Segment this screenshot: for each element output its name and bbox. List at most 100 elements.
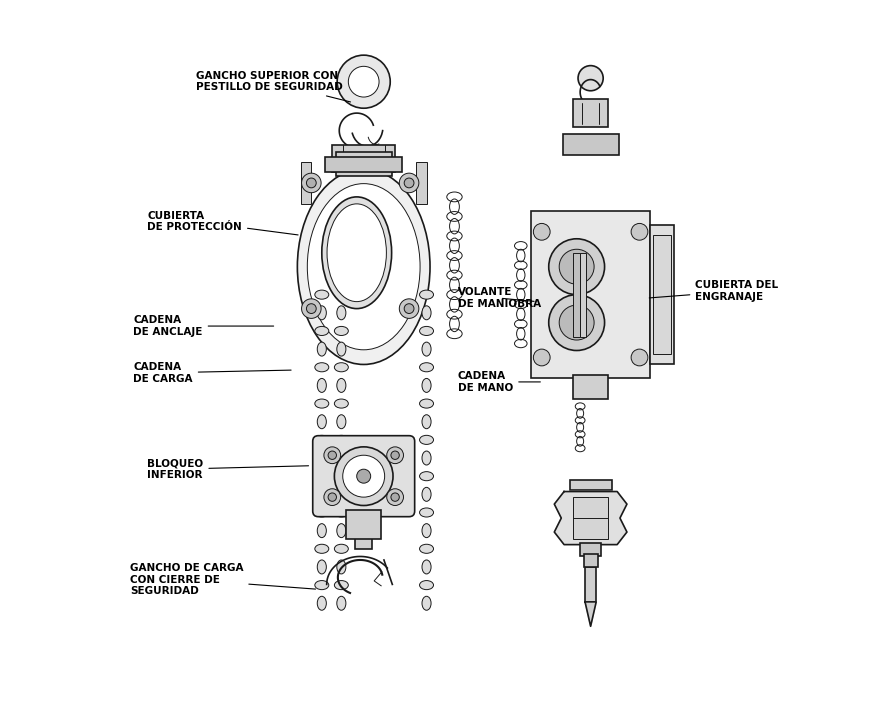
- FancyBboxPatch shape: [346, 510, 381, 539]
- Ellipse shape: [315, 362, 329, 372]
- Circle shape: [375, 155, 389, 169]
- Circle shape: [337, 55, 390, 108]
- Ellipse shape: [315, 544, 329, 553]
- Circle shape: [391, 493, 399, 501]
- Ellipse shape: [419, 508, 433, 517]
- Circle shape: [533, 349, 550, 366]
- FancyBboxPatch shape: [583, 554, 597, 567]
- Ellipse shape: [327, 204, 387, 301]
- Circle shape: [549, 294, 604, 350]
- Ellipse shape: [317, 342, 326, 356]
- Ellipse shape: [422, 560, 431, 574]
- Ellipse shape: [337, 379, 346, 393]
- Circle shape: [578, 66, 603, 90]
- Ellipse shape: [419, 362, 433, 372]
- Ellipse shape: [422, 524, 431, 538]
- Circle shape: [559, 250, 594, 284]
- FancyBboxPatch shape: [650, 225, 674, 365]
- Ellipse shape: [315, 435, 329, 444]
- Text: CUBIERTA
DE PROTECCIÓN: CUBIERTA DE PROTECCIÓN: [147, 210, 298, 235]
- Ellipse shape: [317, 560, 326, 574]
- Ellipse shape: [315, 472, 329, 481]
- FancyBboxPatch shape: [563, 134, 618, 155]
- Text: GANCHO SUPERIOR CON
PESTILLO DE SEGURIDAD: GANCHO SUPERIOR CON PESTILLO DE SEGURIDA…: [196, 71, 351, 102]
- FancyBboxPatch shape: [570, 479, 611, 490]
- Ellipse shape: [337, 451, 346, 465]
- Text: BLOQUEO
INFERIOR: BLOQUEO INFERIOR: [147, 458, 308, 480]
- Ellipse shape: [317, 597, 326, 611]
- Ellipse shape: [335, 544, 348, 553]
- Ellipse shape: [315, 290, 329, 299]
- Circle shape: [631, 349, 648, 366]
- Circle shape: [343, 455, 385, 497]
- Ellipse shape: [315, 508, 329, 517]
- Text: CADENA
DE MANO: CADENA DE MANO: [458, 371, 540, 393]
- Ellipse shape: [317, 487, 326, 501]
- Ellipse shape: [307, 184, 420, 350]
- Circle shape: [399, 299, 418, 318]
- FancyBboxPatch shape: [654, 236, 671, 354]
- Ellipse shape: [298, 169, 430, 365]
- FancyBboxPatch shape: [355, 532, 372, 550]
- Text: GANCHO DE CARGA
CON CIERRE DE
SEGURIDAD: GANCHO DE CARGA CON CIERRE DE SEGURIDAD: [130, 563, 315, 596]
- Ellipse shape: [422, 451, 431, 465]
- Circle shape: [307, 304, 316, 313]
- Circle shape: [404, 304, 414, 313]
- FancyBboxPatch shape: [325, 157, 402, 172]
- Circle shape: [404, 178, 414, 188]
- Ellipse shape: [337, 342, 346, 356]
- Ellipse shape: [337, 306, 346, 320]
- FancyBboxPatch shape: [416, 162, 426, 204]
- Text: CUBIERTA DEL
ENGRANAJE: CUBIERTA DEL ENGRANAJE: [649, 280, 779, 302]
- Circle shape: [307, 178, 316, 188]
- Ellipse shape: [317, 379, 326, 393]
- Ellipse shape: [422, 379, 431, 393]
- FancyBboxPatch shape: [581, 253, 586, 336]
- Text: CADENA
DE ANCLAJE: CADENA DE ANCLAJE: [133, 315, 274, 337]
- Circle shape: [328, 493, 337, 501]
- Circle shape: [533, 224, 550, 240]
- Circle shape: [559, 305, 594, 340]
- Ellipse shape: [337, 597, 346, 611]
- Text: CADENA
DE CARGA: CADENA DE CARGA: [133, 362, 291, 383]
- Circle shape: [387, 489, 403, 505]
- Circle shape: [391, 451, 399, 459]
- Ellipse shape: [419, 580, 433, 590]
- Circle shape: [301, 173, 321, 193]
- Ellipse shape: [422, 487, 431, 501]
- Ellipse shape: [317, 415, 326, 429]
- FancyBboxPatch shape: [313, 436, 415, 517]
- Ellipse shape: [315, 399, 329, 408]
- Circle shape: [387, 447, 403, 463]
- Ellipse shape: [335, 327, 348, 336]
- Ellipse shape: [337, 415, 346, 429]
- Ellipse shape: [322, 197, 392, 308]
- Ellipse shape: [419, 435, 433, 444]
- Ellipse shape: [422, 306, 431, 320]
- Circle shape: [324, 447, 341, 463]
- Circle shape: [631, 224, 648, 240]
- FancyBboxPatch shape: [574, 253, 581, 336]
- Ellipse shape: [422, 342, 431, 356]
- Polygon shape: [554, 491, 627, 545]
- Polygon shape: [585, 602, 596, 626]
- Ellipse shape: [335, 399, 348, 408]
- Ellipse shape: [335, 508, 348, 517]
- FancyBboxPatch shape: [574, 99, 608, 127]
- Ellipse shape: [335, 580, 348, 590]
- Ellipse shape: [419, 290, 433, 299]
- Ellipse shape: [419, 544, 433, 553]
- Ellipse shape: [335, 472, 348, 481]
- Ellipse shape: [317, 524, 326, 538]
- Circle shape: [399, 173, 418, 193]
- Ellipse shape: [419, 472, 433, 481]
- Ellipse shape: [335, 435, 348, 444]
- FancyBboxPatch shape: [332, 144, 395, 172]
- Ellipse shape: [315, 327, 329, 336]
- Ellipse shape: [337, 524, 346, 538]
- FancyBboxPatch shape: [585, 567, 596, 602]
- Ellipse shape: [422, 597, 431, 611]
- FancyBboxPatch shape: [300, 162, 311, 204]
- Ellipse shape: [335, 290, 348, 299]
- Ellipse shape: [419, 327, 433, 336]
